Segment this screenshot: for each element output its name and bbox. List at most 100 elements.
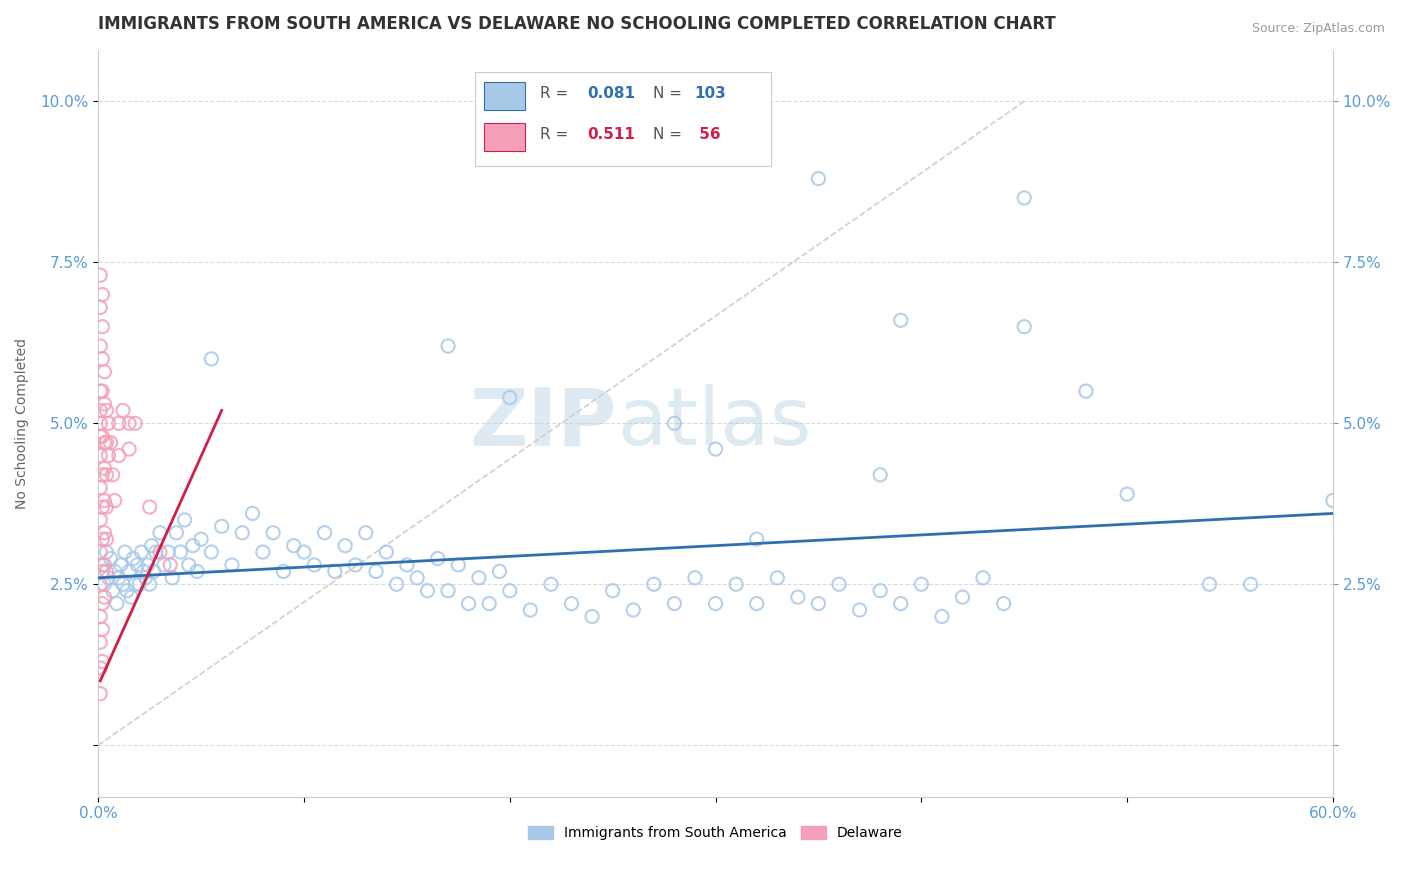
Point — [602, 583, 624, 598]
Point — [91, 384, 114, 398]
Point — [560, 597, 582, 611]
Point — [828, 577, 851, 591]
Point — [1198, 577, 1220, 591]
Point — [416, 583, 439, 598]
Point — [333, 539, 356, 553]
Point — [89, 635, 111, 649]
Point — [104, 565, 127, 579]
Point — [91, 287, 114, 301]
Point — [162, 571, 184, 585]
Point — [200, 351, 222, 366]
Point — [1012, 319, 1035, 334]
Point — [89, 577, 111, 591]
Point — [93, 590, 115, 604]
Point — [314, 525, 336, 540]
Point — [96, 532, 118, 546]
Point — [169, 545, 191, 559]
Point — [91, 429, 114, 443]
Legend: Immigrants from South America, Delaware: Immigrants from South America, Delaware — [523, 821, 908, 846]
Point — [683, 571, 706, 585]
Point — [89, 449, 111, 463]
Point — [93, 525, 115, 540]
Point — [173, 513, 195, 527]
Point — [1012, 191, 1035, 205]
Point — [96, 403, 118, 417]
Point — [478, 597, 501, 611]
Point — [1116, 487, 1139, 501]
Point — [890, 313, 912, 327]
Point — [89, 661, 111, 675]
Point — [135, 571, 157, 585]
Point — [231, 525, 253, 540]
Point — [100, 551, 122, 566]
Point — [149, 525, 172, 540]
Point — [93, 577, 115, 591]
Point — [437, 339, 460, 353]
Point — [97, 449, 120, 463]
Point — [91, 558, 114, 572]
Point — [869, 467, 891, 482]
Point — [142, 565, 165, 579]
Point — [704, 442, 727, 456]
Point — [91, 467, 114, 482]
Point — [107, 449, 129, 463]
Point — [105, 597, 128, 611]
Point — [124, 417, 146, 431]
Point — [128, 577, 150, 591]
Point — [292, 545, 315, 559]
Point — [89, 339, 111, 353]
Point — [127, 558, 149, 572]
Point — [426, 551, 449, 566]
Point — [304, 558, 326, 572]
Y-axis label: No Schooling Completed: No Schooling Completed — [15, 338, 30, 508]
Point — [385, 577, 408, 591]
Point — [131, 545, 153, 559]
Point — [89, 609, 111, 624]
Point — [114, 545, 136, 559]
Point — [136, 558, 159, 572]
Point — [468, 571, 491, 585]
Point — [323, 565, 346, 579]
Point — [97, 571, 120, 585]
Point — [177, 558, 200, 572]
Point — [107, 571, 129, 585]
Point — [200, 545, 222, 559]
Point — [89, 687, 111, 701]
Point — [165, 525, 187, 540]
Text: IMMIGRANTS FROM SOUTH AMERICA VS DELAWARE NO SCHOOLING COMPLETED CORRELATION CHA: IMMIGRANTS FROM SOUTH AMERICA VS DELAWAR… — [98, 15, 1056, 33]
Point — [89, 268, 111, 283]
Point — [621, 603, 644, 617]
Point — [149, 545, 172, 559]
Point — [138, 500, 160, 514]
Point — [91, 532, 114, 546]
Point — [115, 583, 138, 598]
Point — [97, 417, 120, 431]
Point — [110, 558, 132, 572]
Point — [890, 597, 912, 611]
Point — [96, 467, 118, 482]
Point — [931, 609, 953, 624]
Point — [153, 558, 176, 572]
Point — [120, 590, 142, 604]
Point — [91, 597, 114, 611]
Point — [406, 571, 429, 585]
Point — [540, 577, 562, 591]
Point — [869, 583, 891, 598]
Point — [252, 545, 274, 559]
Point — [910, 577, 932, 591]
Point — [262, 525, 284, 540]
Point — [89, 403, 111, 417]
Point — [91, 500, 114, 514]
Point — [664, 597, 686, 611]
Point — [952, 590, 974, 604]
Point — [138, 577, 160, 591]
Point — [437, 583, 460, 598]
Point — [786, 590, 808, 604]
Point — [122, 551, 145, 566]
Point — [157, 545, 180, 559]
Point — [104, 493, 127, 508]
Point — [118, 417, 141, 431]
Point — [643, 577, 665, 591]
Point — [1322, 493, 1344, 508]
Text: ZIP: ZIP — [470, 384, 617, 462]
